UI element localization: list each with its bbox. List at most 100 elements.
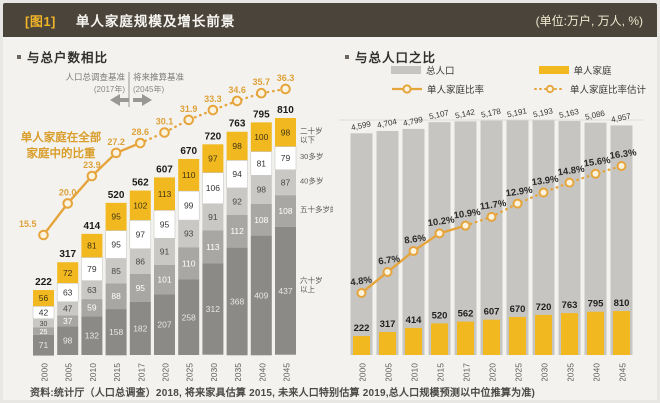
single-household-value-label: 763 [562,300,578,311]
single-household-value-label: 222 [354,323,370,334]
age-group-label: 六十岁以上 [300,275,323,294]
annotation-right-label: 将来推算基准 [133,72,185,82]
single-household-value-label: 795 [588,299,605,310]
bar-segment [178,279,200,355]
single-household-value-label: 720 [536,302,552,313]
ratio-value-label: 10.2% [427,215,456,230]
bar-segment-value: 87 [281,178,291,188]
bar-segment [81,233,103,258]
ratio-line-marker [512,198,523,209]
ratio-value-label: 11.7% [479,198,507,213]
right-chart-title: 与总人口之比 [345,47,436,66]
bar-segment-value: 312 [206,304,220,314]
bar-segment-value: 25 [40,329,48,336]
bar-segment-value: 95 [111,212,121,222]
bar-segment-value: 92 [232,196,242,206]
households-chart-panel: 与总户数相比 222 56 42 30 25 71 317 72 63 47 37 98 414 81 79… [3,37,333,381]
population-value-label: 4,799 [402,115,424,128]
bar-segment [202,144,224,173]
bar-total-label: 222 [35,277,52,288]
legend-label: 总人口 [426,66,455,77]
bar-segment-value: 108 [278,206,292,216]
single-household-bar [431,323,448,355]
single-household-value-label: 810 [614,298,630,309]
bar-segment [57,326,79,355]
ratio-line-marker [382,267,393,278]
x-axis-year-label: 2020 [161,363,171,381]
bar-segment [275,117,296,147]
legend-item-ratio: 单人家庭比率 [391,82,484,96]
bar-segment-value: 88 [111,291,121,301]
x-axis-year-label: 2000 [358,363,368,381]
x-axis-year-label: 2035 [566,363,576,381]
solid-line-marker-icon [392,84,422,94]
bar-segment-value: 132 [85,331,99,341]
bar-segment-value: 102 [133,200,147,210]
x-axis-year-label: 2025 [185,363,195,381]
bar-segment-value: 47 [63,304,73,314]
bar-total-label: 795 [253,109,270,120]
ratio-line-marker [159,127,170,138]
ratio-value-label: 34.6 [228,85,246,95]
bar-segment-value: 81 [257,158,267,168]
population-bar [376,130,399,355]
single-household-bar [613,311,630,355]
bar-segment-value: 95 [136,283,146,293]
bar-segment-value: 94 [232,169,242,179]
page-title: 单人家庭规模及增长前景 [75,14,236,29]
bar-segment [154,238,175,265]
ratio-line-marker [616,161,627,172]
right-chart-title-text: 与总人口之比 [355,51,437,65]
ratio-value-label: 16.3% [609,147,638,162]
arrow-left-icon [110,94,129,106]
ratio-value-label: 14.8% [557,164,586,179]
bar-total-label: 562 [132,178,149,189]
x-axis-year-label: 2025 [514,363,524,381]
x-axis-year-label: 2017 [462,363,472,381]
bar-segment [178,247,200,280]
arrow-right-icon [133,94,152,106]
bar-segment [105,309,127,356]
bar-segment-value: 85 [111,266,121,276]
side-label: 单人家庭在全部 [21,130,102,144]
single-household-value-label: 414 [406,315,423,326]
legend-label: 单人家庭比率 [427,85,485,96]
dotted-line-marker-icon [534,84,567,94]
x-axis-year-label: 2005 [384,363,394,381]
legend-row: 总人口 单人家庭 [391,63,651,77]
bar-segment-value: 112 [230,226,244,236]
bar-segment-value: 71 [39,340,49,350]
legend-item-ratio-estimate: 单人家庭比率估计 [534,82,646,96]
annotation-left-year: (2017年) [94,84,125,94]
population-bar [428,122,451,355]
single-household-bar [457,321,474,355]
legend: 总人口 单人家庭 单人家庭比率 [391,63,651,101]
ratio-line-marker [538,187,549,198]
bar-segment-value: 79 [281,153,291,163]
bar-segment-value: 99 [184,201,194,211]
population-bar [350,133,373,355]
x-axis-year-label: 2035 [233,363,243,381]
bar-segment-value: 42 [39,308,49,318]
bar-segment [129,301,151,355]
ratio-line-marker [38,229,49,241]
bar-segment [177,190,200,221]
ratio-line-marker [486,211,497,222]
age-group-label: 五十多岁的人 [300,204,333,214]
ratio-value-label: 8.6% [404,233,428,247]
population-value-label: 5,086 [584,109,606,122]
population-value-label: 5,191 [506,106,528,119]
bar-segment [33,327,54,335]
bar-segment [226,247,248,356]
bar-segment-value: 86 [136,256,146,266]
bar-segment-value: 437 [278,286,292,296]
bar-segment-value: 63 [87,285,97,295]
ratio-line-marker [590,168,601,179]
x-axis-year-label: 2030 [540,363,550,381]
x-axis-year-label: 2015 [112,363,122,381]
bar-segment-value: 98 [232,141,242,151]
legend-item-single-households: 单人家庭 [538,63,612,77]
x-axis-year-label: 2040 [592,363,602,381]
ratio-value-label: 36.3 [277,73,295,83]
legend-label: 单人家庭比率估计 [570,85,647,96]
